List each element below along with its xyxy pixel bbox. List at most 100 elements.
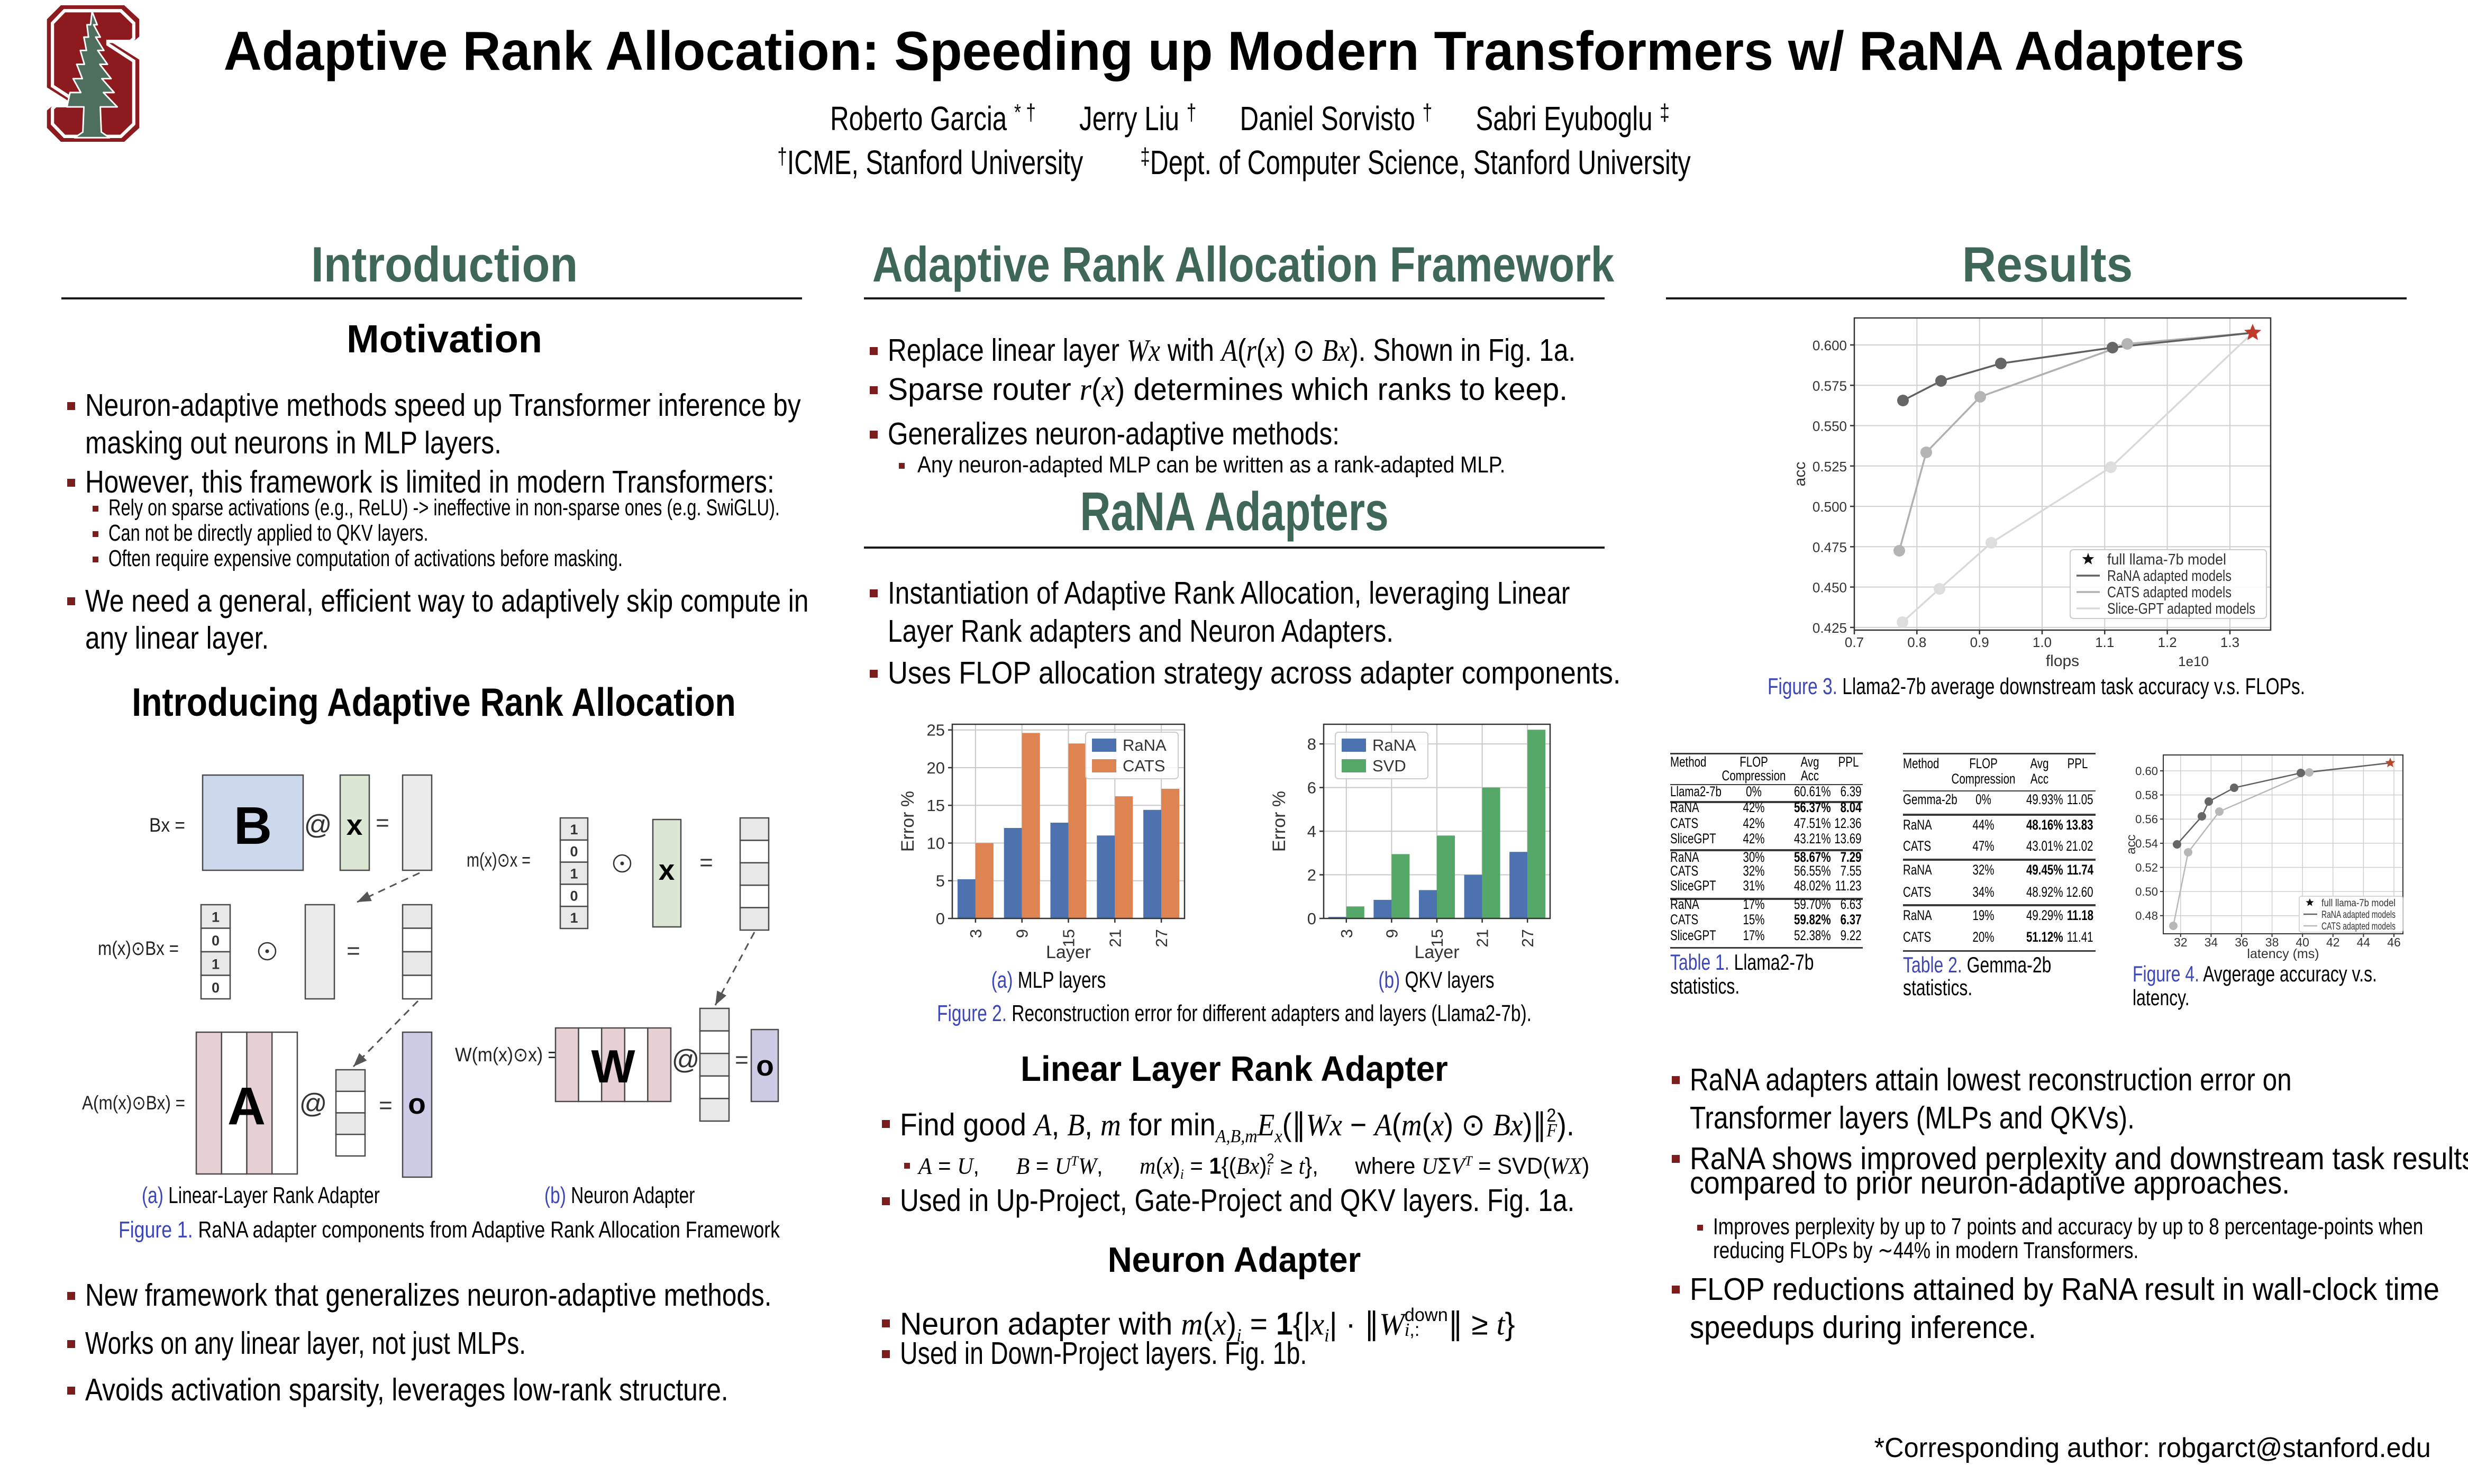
- svg-text:0: 0: [212, 980, 220, 996]
- svg-text:m(x)⊙Bx =: m(x)⊙Bx =: [98, 937, 179, 959]
- svg-text:Layer: Layer: [1046, 942, 1091, 962]
- svg-text:15: 15: [1060, 929, 1078, 947]
- svg-text:0: 0: [212, 933, 220, 949]
- svg-text:flops: flops: [2046, 652, 2079, 670]
- svg-text:42: 42: [2326, 935, 2340, 949]
- svg-text:0.500: 0.500: [1813, 499, 1847, 515]
- svg-text:full llama-7b model: full llama-7b model: [2321, 898, 2396, 909]
- svg-text:3: 3: [967, 929, 985, 938]
- svg-text:8: 8: [1307, 735, 1316, 753]
- svg-text:0.54: 0.54: [2135, 837, 2158, 850]
- svg-text:A: A: [227, 1077, 266, 1136]
- svg-text:x: x: [347, 808, 363, 841]
- svg-text:36: 36: [2235, 935, 2248, 949]
- svg-text:0.52: 0.52: [2135, 861, 2158, 875]
- svg-text:25: 25: [927, 721, 945, 740]
- svg-text:0: 0: [570, 888, 578, 904]
- svg-text:0.425: 0.425: [1813, 620, 1847, 636]
- svg-text:Slice-GPT adapted models: Slice-GPT adapted models: [2107, 600, 2255, 617]
- svg-text:0.50: 0.50: [2135, 885, 2158, 898]
- svg-text:RaNA: RaNA: [1372, 736, 1416, 754]
- svg-text:latency (ms): latency (ms): [2247, 946, 2319, 961]
- svg-text:acc: acc: [1791, 462, 1809, 487]
- svg-text:15: 15: [927, 796, 945, 815]
- svg-text:3: 3: [1337, 929, 1356, 938]
- svg-text:0.9: 0.9: [1970, 634, 1989, 650]
- svg-text:1.3: 1.3: [2220, 634, 2239, 650]
- svg-text:A(m(x)⊙Bx) =: A(m(x)⊙Bx) =: [82, 1092, 185, 1114]
- svg-text:1: 1: [570, 910, 578, 926]
- svg-text:21: 21: [1106, 929, 1124, 947]
- svg-text:W(m(x)⊙x) =: W(m(x)⊙x) =: [455, 1044, 558, 1066]
- svg-text:1: 1: [212, 956, 220, 972]
- svg-text:o: o: [756, 1049, 774, 1082]
- svg-text:W: W: [591, 1040, 635, 1092]
- svg-text:acc: acc: [2124, 834, 2138, 854]
- svg-text:o: o: [408, 1087, 426, 1120]
- svg-text:Bx =: Bx =: [149, 814, 185, 836]
- svg-text:0.600: 0.600: [1813, 338, 1847, 353]
- svg-text:0.575: 0.575: [1813, 378, 1847, 394]
- svg-text:34: 34: [2205, 935, 2218, 949]
- svg-text:=: =: [699, 850, 713, 876]
- svg-text:44: 44: [2357, 935, 2371, 949]
- svg-text:46: 46: [2387, 935, 2401, 949]
- svg-text:5: 5: [936, 872, 945, 890]
- svg-text:0.48: 0.48: [2135, 909, 2158, 923]
- svg-text:27: 27: [1518, 929, 1537, 947]
- svg-text:=: =: [347, 938, 360, 964]
- svg-text:=: =: [735, 1047, 749, 1073]
- svg-text:RaNA adapted models: RaNA adapted models: [2321, 909, 2396, 921]
- svg-text:=: =: [379, 1092, 393, 1118]
- svg-text:0.8: 0.8: [1907, 634, 1926, 650]
- svg-text:x: x: [659, 853, 675, 886]
- svg-text:0.525: 0.525: [1813, 459, 1847, 475]
- svg-text:6: 6: [1307, 779, 1316, 797]
- svg-text:1: 1: [212, 909, 220, 925]
- svg-text:38: 38: [2265, 935, 2279, 949]
- svg-text:0: 0: [936, 909, 945, 928]
- svg-text:2: 2: [1307, 866, 1316, 885]
- svg-text:full llama-7b model: full llama-7b model: [2107, 551, 2226, 568]
- svg-text:9: 9: [1382, 929, 1401, 938]
- svg-text:m(x)⊙x =: m(x)⊙x =: [467, 849, 531, 871]
- svg-text:1.2: 1.2: [2158, 634, 2177, 650]
- svg-text:1: 1: [570, 866, 578, 882]
- svg-text:1: 1: [570, 822, 578, 837]
- svg-text:1e10: 1e10: [2178, 653, 2209, 669]
- svg-text:27: 27: [1152, 929, 1171, 947]
- svg-text:@: @: [299, 1088, 327, 1119]
- svg-text:21: 21: [1473, 929, 1492, 947]
- svg-text:Error %: Error %: [898, 791, 918, 852]
- svg-text:CATS adapted models: CATS adapted models: [2321, 921, 2396, 932]
- svg-text:Layer: Layer: [1414, 942, 1459, 962]
- svg-text:1.0: 1.0: [2033, 634, 2052, 650]
- svg-text:9: 9: [1013, 929, 1032, 938]
- svg-text:SVD: SVD: [1372, 757, 1406, 775]
- svg-text:0: 0: [570, 844, 578, 860]
- svg-text:CATS: CATS: [1123, 757, 1165, 775]
- svg-text:0.550: 0.550: [1813, 418, 1847, 434]
- svg-text:Error %: Error %: [1269, 791, 1289, 852]
- svg-text:B: B: [234, 796, 272, 855]
- svg-text:0.450: 0.450: [1813, 580, 1847, 596]
- svg-text:0.7: 0.7: [1845, 634, 1864, 650]
- svg-text:1.1: 1.1: [2095, 634, 2114, 650]
- svg-text:CATS adapted models: CATS adapted models: [2107, 584, 2232, 601]
- svg-text:15: 15: [1428, 929, 1446, 947]
- svg-text:=: =: [376, 810, 389, 836]
- svg-text:@: @: [672, 1044, 700, 1075]
- svg-text:0: 0: [1307, 909, 1316, 928]
- svg-text:4: 4: [1307, 822, 1316, 841]
- svg-text:RaNA adapted models: RaNA adapted models: [2107, 568, 2232, 585]
- svg-text:40: 40: [2296, 935, 2309, 949]
- svg-text:0.60: 0.60: [2135, 764, 2158, 778]
- svg-text:20: 20: [927, 759, 945, 777]
- svg-text:@: @: [304, 809, 332, 840]
- svg-text:0.475: 0.475: [1813, 539, 1847, 555]
- svg-text:RaNA: RaNA: [1123, 736, 1167, 754]
- svg-text:0.56: 0.56: [2135, 813, 2158, 826]
- svg-text:32: 32: [2174, 935, 2188, 949]
- svg-text:0.58: 0.58: [2135, 789, 2158, 802]
- svg-text:10: 10: [927, 834, 945, 853]
